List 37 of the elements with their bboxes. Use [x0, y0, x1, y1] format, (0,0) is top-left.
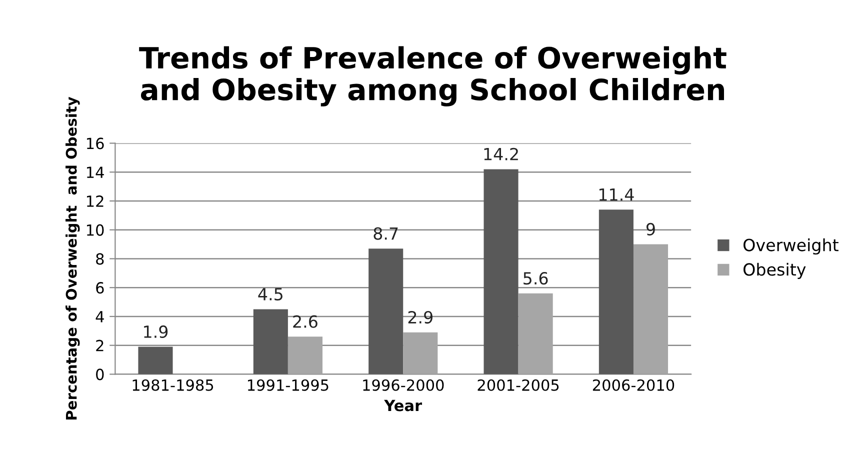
- data-label: 1.9: [144, 325, 168, 338]
- legend-label: Overweight: [744, 238, 838, 255]
- bar: [518, 293, 553, 374]
- bar: [253, 309, 288, 374]
- x-axis-title: Year: [384, 400, 422, 412]
- data-label: 2.9: [408, 310, 432, 324]
- y-tick-label: 6: [96, 282, 104, 294]
- x-tick-label: 1981-1985: [132, 379, 214, 391]
- x-tick-label: 1996-2000: [363, 379, 444, 391]
- bar: [633, 244, 668, 374]
- data-label: 9: [646, 222, 655, 236]
- x-tick-label: 2006-2010: [592, 379, 674, 391]
- bar: [403, 332, 438, 374]
- y-tick-label: 14: [87, 166, 104, 178]
- y-axis-title: Percentage of Overweight and Obesity: [66, 96, 80, 420]
- bar: [598, 210, 634, 374]
- legend-label: Obesity: [744, 262, 806, 280]
- x-tick-label: 1991-1995: [248, 379, 328, 391]
- y-tick-label: 16: [87, 138, 104, 150]
- y-tick-label: 8: [96, 253, 104, 265]
- chart-title: Trends of Prevalence of Overweight and Obesity among School Children: [139, 46, 726, 106]
- bar: [484, 169, 518, 374]
- data-label: 8.7: [374, 227, 398, 240]
- y-tick-label: 10: [87, 224, 104, 236]
- data-label: 4.5: [258, 288, 282, 300]
- data-label: 14.2: [484, 148, 518, 160]
- data-label: 2.6: [293, 315, 318, 328]
- bar: [138, 346, 173, 374]
- bar: [368, 248, 404, 374]
- bar: [288, 336, 322, 374]
- x-tick-label: 2001-2005: [478, 379, 559, 391]
- y-tick-label: 4: [96, 311, 104, 322]
- data-label: 5.6: [524, 272, 548, 285]
- y-tick-label: 2: [96, 340, 104, 352]
- data-label: 11.4: [599, 188, 634, 201]
- y-tick-label: 0: [96, 368, 104, 380]
- y-tick-label: 12: [87, 195, 104, 207]
